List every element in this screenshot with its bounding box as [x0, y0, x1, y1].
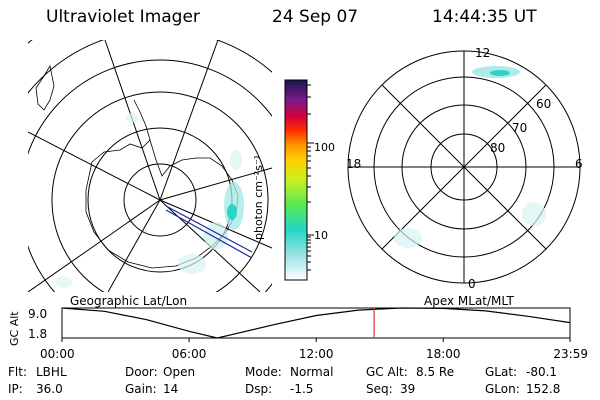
seq-label: Seq:	[366, 382, 393, 396]
colorbar-minor-ticks	[307, 84, 314, 271]
lat-circle	[51, 91, 269, 292]
lat-circle	[28, 59, 272, 292]
mode-label: Mode:	[245, 365, 282, 379]
meridian-line	[28, 131, 161, 201]
ytick-label: 1.8	[28, 327, 47, 341]
lat-circle	[123, 163, 197, 237]
peninsula-coastline	[133, 99, 151, 141]
antarctica-coastline	[85, 139, 239, 269]
plot-ylabel: GC Alt	[8, 311, 21, 346]
glon-label: GLon:	[485, 382, 520, 396]
mlt-label-midnight: 0	[468, 277, 476, 291]
aurora-emission	[56, 113, 244, 288]
flt-label: Flt:	[8, 365, 27, 379]
meridian-line	[159, 40, 219, 201]
mlt-label-dusk: 18	[346, 157, 362, 171]
mlat-label-80: 80	[490, 141, 506, 155]
colorbar-unit-label: photon cm⁻²s⁻¹	[254, 155, 265, 240]
ytick-label: 9.0	[28, 307, 47, 321]
glon-value: 152.8	[526, 382, 561, 396]
geographic-label: Geographic Lat/Lon	[70, 294, 188, 308]
dsp-value: -1.5	[290, 382, 314, 396]
ip-value: 36.0	[36, 382, 63, 396]
gain-label: Gain:	[125, 382, 157, 396]
colorbar-gradient	[284, 79, 308, 281]
time-label: 14:44:35 UT	[432, 7, 537, 27]
altitude-curve	[61, 307, 571, 339]
mlat-label-70: 70	[512, 121, 528, 135]
meridian-line	[28, 199, 161, 292]
xtick-label: 06:00	[172, 347, 207, 361]
meridian-line	[159, 167, 272, 201]
flt-value: LBHL	[36, 365, 67, 379]
door-value: Open	[163, 365, 196, 379]
mlt-label-noon: 12	[475, 46, 491, 60]
xtick-label: 12:00	[299, 347, 334, 361]
glat-label: GLat:	[485, 365, 518, 379]
gain-value: 14	[163, 382, 179, 396]
seq-value: 39	[400, 382, 416, 396]
door-label: Door:	[125, 365, 158, 379]
mode-value: Normal	[290, 365, 334, 379]
xtick-label: 23:59	[553, 347, 588, 361]
xtick-label: 00:00	[40, 347, 75, 361]
ip-label: IP:	[8, 382, 23, 396]
glat-value: -80.1	[526, 365, 558, 379]
mlat-label-60: 60	[536, 97, 552, 111]
south-america-coastline	[35, 64, 55, 111]
dsp-label: Dsp:	[245, 382, 273, 396]
track-line	[165, 209, 253, 259]
colorbar: photon cm⁻²s⁻¹	[254, 79, 314, 281]
gcalt-label: GC Alt:	[366, 365, 408, 379]
gcalt-value: 8.5 Re	[416, 365, 455, 379]
apex-label: Apex MLat/MLT	[424, 294, 514, 308]
colorbar-tick-label: 100	[314, 141, 335, 154]
date-label: 24 Sep 07	[272, 7, 359, 27]
xtick-label: 18:00	[426, 347, 461, 361]
instrument-title: Ultraviolet Imager	[46, 7, 200, 27]
track-line	[165, 205, 253, 253]
mlt-label-dawn: 6	[575, 157, 583, 171]
mlt-diagonal	[381, 84, 547, 250]
colorbar-tick-label: 10	[314, 229, 328, 242]
mlt-aurora-emission	[394, 66, 546, 248]
meridian-line	[107, 199, 161, 292]
